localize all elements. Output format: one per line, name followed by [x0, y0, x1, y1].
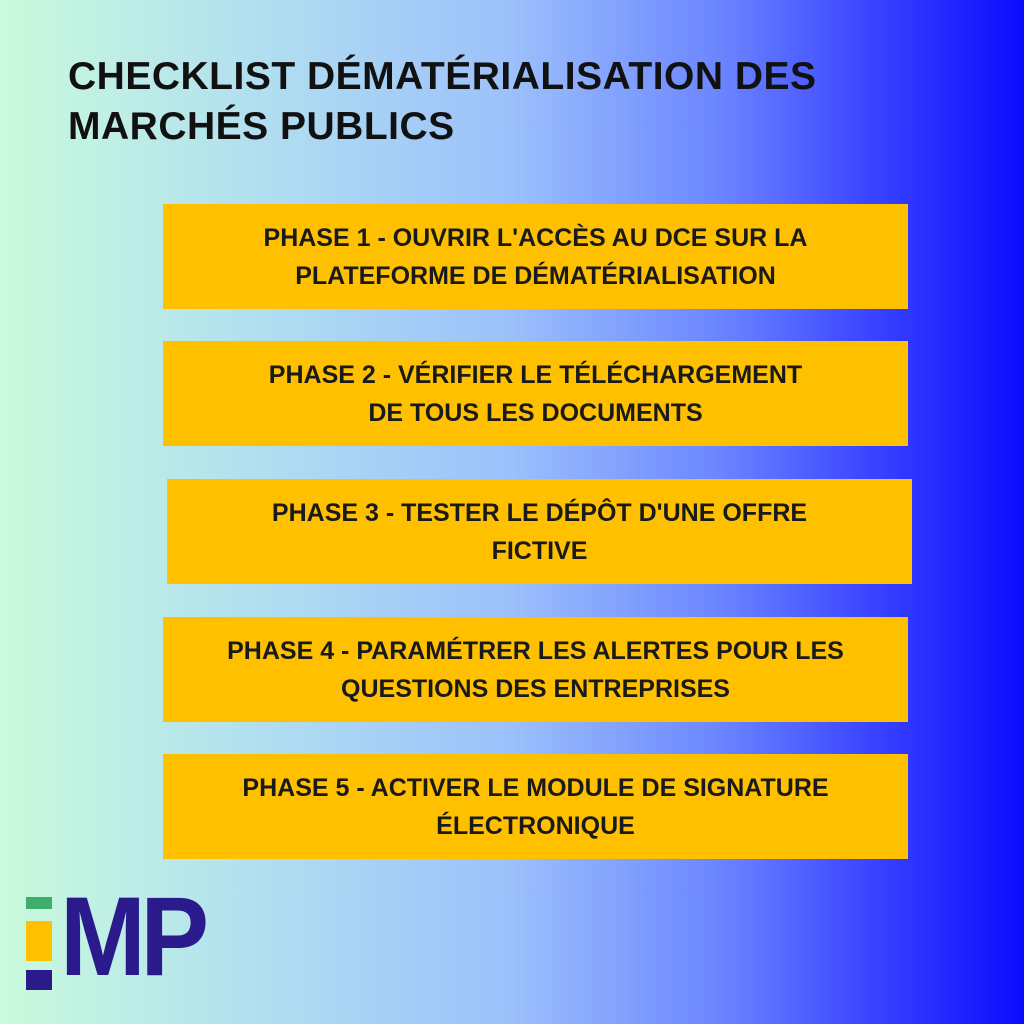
logo-text: MP: [60, 874, 209, 999]
phase-3-label: PHASE 3 - TESTER LE DÉPÔT D'UNE OFFRE FI…: [271, 498, 808, 565]
phase-4-label: PHASE 4 - PARAMÉTRER LES ALERTES POUR LE…: [227, 636, 844, 703]
phase-1-label: PHASE 1 - OUVRIR L'ACCÈS AU DCE SUR LA P…: [263, 223, 808, 290]
phase-3-box: PHASE 3 - TESTER LE DÉPÔT D'UNE OFFRE FI…: [167, 479, 912, 584]
phase-5-box: PHASE 5 - ACTIVER LE MODULE DE SIGNATURE…: [163, 754, 908, 859]
phase-2-box: PHASE 2 - VÉRIFIER LE TÉLÉCHARGEMENT DE …: [163, 341, 908, 446]
phase-4-box: PHASE 4 - PARAMÉTRER LES ALERTES POUR LE…: [163, 617, 908, 722]
phase-5-label: PHASE 5 - ACTIVER LE MODULE DE SIGNATURE…: [242, 773, 829, 840]
logo-yellow-bar: [26, 921, 52, 961]
imp-logo: MP: [26, 881, 209, 993]
logo-green-bar: [26, 897, 52, 909]
page-title: CHECKLIST DÉMATÉRIALISATION DES MARCHÉS …: [68, 55, 817, 148]
phase-1-box: PHASE 1 - OUVRIR L'ACCÈS AU DCE SUR LA P…: [163, 204, 908, 309]
phase-2-label: PHASE 2 - VÉRIFIER LE TÉLÉCHARGEMENT DE …: [268, 360, 803, 427]
logo-navy-bar: [26, 970, 52, 990]
